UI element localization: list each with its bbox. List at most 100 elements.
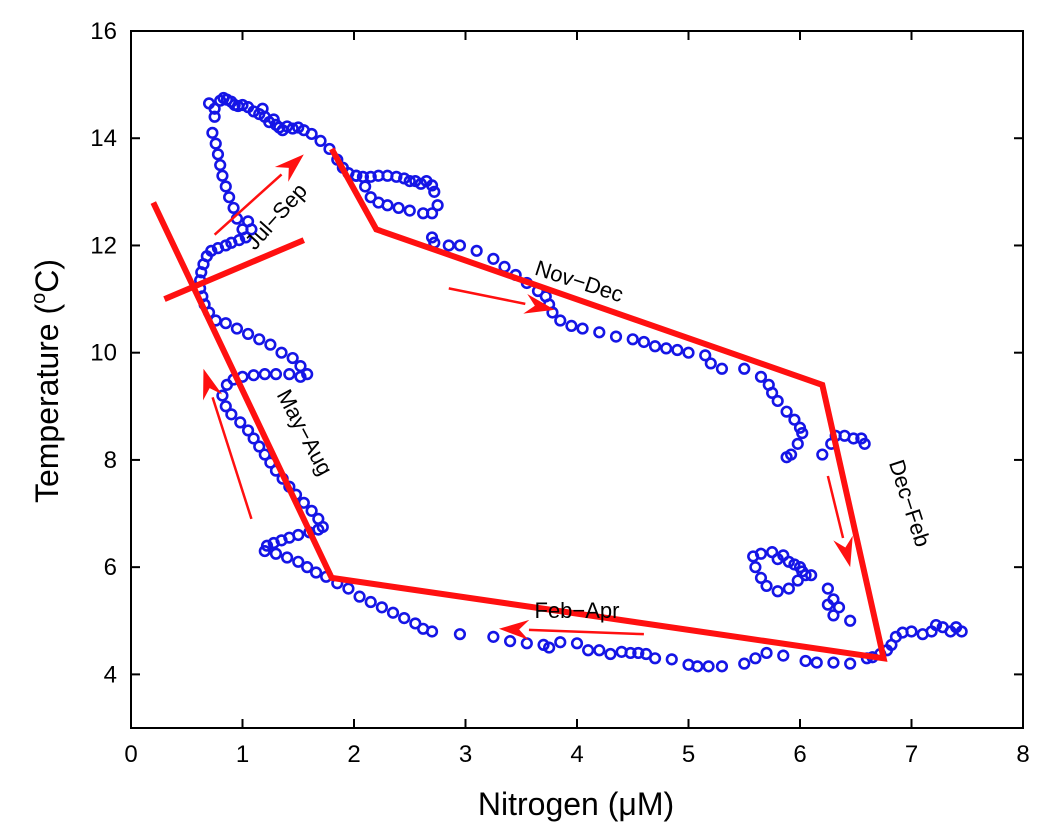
data-point — [715, 660, 729, 673]
data-point — [301, 561, 314, 574]
data-point — [453, 628, 467, 641]
arrow-shaft — [211, 396, 253, 520]
data-point — [682, 346, 695, 359]
data-point — [791, 437, 804, 450]
data-point — [702, 660, 715, 673]
data-point — [409, 617, 422, 630]
data-point — [211, 148, 225, 161]
data-point — [309, 566, 323, 579]
data-point — [570, 637, 584, 650]
data-point — [453, 239, 467, 252]
data-point — [294, 370, 307, 383]
data-point — [364, 170, 377, 183]
data-point — [648, 652, 662, 665]
data-point — [760, 579, 773, 593]
data-point — [219, 180, 232, 193]
data-point — [624, 646, 637, 660]
data-point — [905, 625, 918, 638]
data-point — [738, 362, 751, 375]
data-point — [431, 199, 444, 212]
season-label: May−Aug — [272, 385, 338, 479]
arrow-head — [203, 368, 223, 401]
data-point — [665, 653, 678, 666]
data-point — [604, 647, 617, 661]
arrow-head — [833, 535, 853, 568]
data-point — [375, 601, 388, 614]
data-point — [428, 185, 441, 198]
data-point — [258, 448, 271, 461]
x-tick-label: 0 — [124, 741, 137, 768]
data-point — [216, 389, 229, 402]
y-axis-title-sup: o — [28, 293, 50, 304]
data-point — [782, 582, 795, 595]
data-point — [253, 440, 266, 453]
data-point — [195, 266, 208, 279]
data-point — [286, 351, 299, 365]
data-point — [241, 424, 255, 437]
data-point — [241, 327, 255, 341]
data-point — [810, 656, 823, 669]
data-point — [239, 231, 252, 244]
data-point — [209, 137, 222, 150]
y-tick-label: 12 — [90, 232, 117, 259]
data-point — [715, 362, 729, 375]
data-point — [844, 614, 857, 627]
y-axis-title-main: Temperature ( — [29, 304, 65, 504]
data-point — [392, 201, 405, 215]
data-point — [543, 641, 556, 654]
data-point — [821, 598, 834, 611]
data-point — [219, 400, 232, 413]
arrows-group — [203, 154, 853, 640]
data-point — [609, 330, 623, 343]
data-point — [225, 408, 238, 421]
data-point — [236, 98, 249, 112]
data-point — [417, 207, 430, 220]
x-tick-label: 6 — [793, 741, 806, 768]
y-tick-label: 4 — [104, 661, 117, 688]
data-point — [771, 585, 784, 598]
data-point — [283, 368, 296, 381]
x-tick-label: 1 — [236, 741, 249, 768]
data-point — [762, 378, 775, 391]
data-point — [827, 656, 840, 669]
data-point — [520, 637, 533, 650]
arrow-shaft — [448, 287, 526, 306]
data-point — [267, 536, 280, 550]
arrow-head — [498, 619, 530, 640]
trajectory-group — [150, 147, 888, 662]
data-point — [929, 618, 943, 632]
data-point — [760, 646, 773, 660]
data-point — [827, 609, 840, 622]
data-point — [403, 175, 416, 188]
data-point — [777, 649, 790, 662]
data-point — [821, 582, 834, 595]
data-point — [847, 432, 860, 445]
data-point — [230, 322, 244, 335]
data-point — [442, 239, 455, 252]
data-point — [305, 127, 318, 141]
data-point — [216, 169, 229, 182]
data-point — [234, 416, 247, 429]
trajectory-line — [150, 147, 888, 662]
arrow-head — [274, 154, 304, 182]
data-point — [253, 333, 266, 346]
season-label: Feb−Apr — [535, 598, 620, 623]
data-point — [219, 317, 232, 330]
data-point — [425, 231, 439, 244]
data-point — [403, 204, 416, 217]
data-point — [554, 636, 567, 649]
data-point — [281, 551, 294, 564]
data-point — [699, 349, 712, 362]
arrow-shaft — [826, 475, 845, 539]
data-point — [425, 179, 439, 192]
data-point — [749, 652, 762, 665]
data-point — [771, 394, 784, 408]
data-point — [554, 314, 567, 327]
data-point — [245, 223, 258, 236]
data-point — [648, 340, 662, 353]
data-point — [791, 574, 804, 587]
data-point — [305, 504, 318, 517]
